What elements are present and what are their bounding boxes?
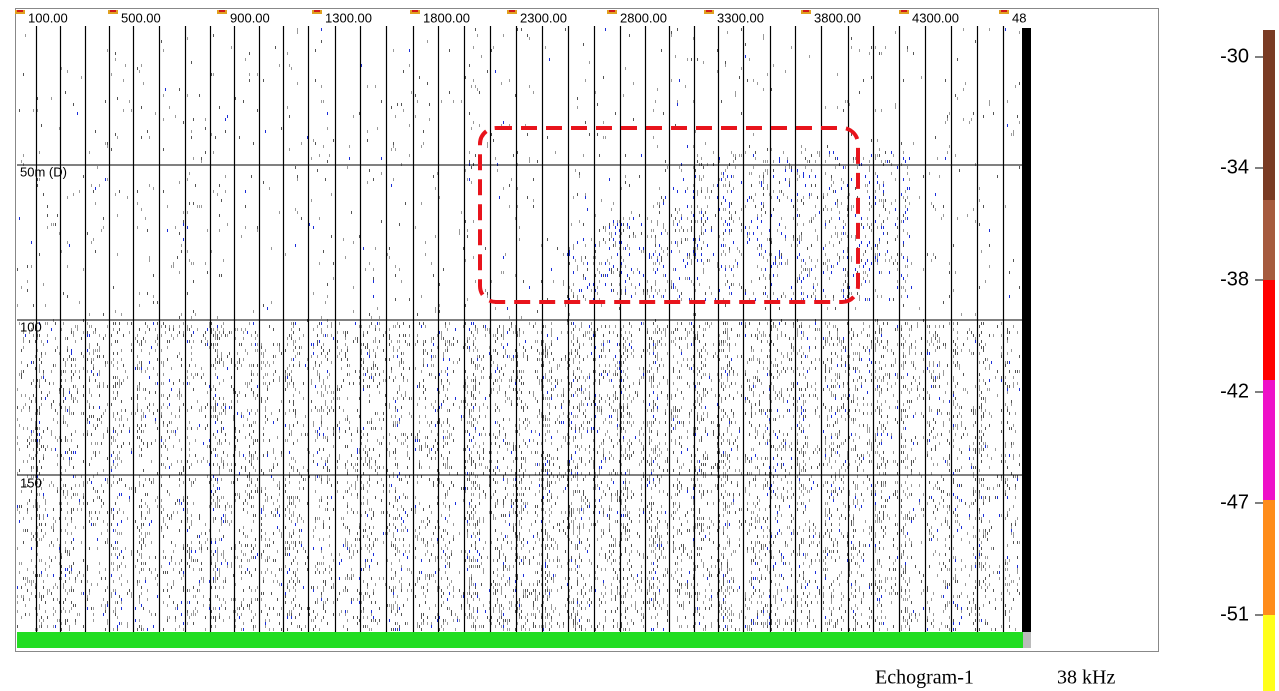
color-scale-label: -47 <box>1220 491 1249 513</box>
top-scale-label: 500.00 <box>121 10 161 25</box>
top-scale-label: 900.00 <box>230 10 270 25</box>
bottom-line <box>17 632 1023 648</box>
scale-marker <box>17 10 23 12</box>
color-segment <box>1263 380 1275 500</box>
echogram-name: Echogram-1 <box>875 667 974 689</box>
scale-marker <box>412 10 418 12</box>
color-scale-label: -30 <box>1220 45 1249 67</box>
echogram-view: 100.00 500.00 900.00 1300.00 1800.00 2300.00 2… <box>0 0 1279 691</box>
color-segment <box>1263 500 1275 615</box>
scale-marker <box>1001 10 1007 12</box>
top-scale-label: 100.00 <box>28 10 68 25</box>
top-scale-label: 2800.00 <box>620 10 667 25</box>
right-bar <box>1022 28 1031 632</box>
scale-marker <box>803 10 809 12</box>
top-scale-label: 1300.00 <box>325 10 372 25</box>
color-segment <box>1263 280 1275 380</box>
depth-label: 100 <box>20 319 42 334</box>
scale-marker <box>706 10 712 12</box>
scale-marker <box>219 10 225 12</box>
corner <box>1023 632 1031 648</box>
top-scale-label: 48 <box>1012 10 1026 25</box>
color-scale-label: -34 <box>1220 156 1249 178</box>
color-scale: -30 -34 -38 -42 -47 -51 <box>1220 45 1263 625</box>
depth-label: 150 <box>20 475 42 490</box>
top-scale-label: 1800.00 <box>423 10 470 25</box>
echogram-frame <box>16 9 1159 652</box>
scale-marker <box>609 10 615 12</box>
color-segment <box>1263 200 1275 280</box>
top-scale-label: 3300.00 <box>717 10 764 25</box>
scale-marker <box>509 10 515 12</box>
top-scale-label: 3800.00 <box>814 10 861 25</box>
color-scale-label: -38 <box>1220 268 1249 290</box>
scale-marker <box>110 10 116 12</box>
color-scale-label: -51 <box>1220 603 1249 625</box>
top-scale-label: 2300.00 <box>520 10 567 25</box>
top-scale-label: 4300.00 <box>912 10 959 25</box>
scale-marker <box>901 10 907 12</box>
scale-marker <box>314 10 320 12</box>
color-segment <box>1263 615 1275 691</box>
frequency: 38 kHz <box>1057 667 1115 689</box>
depth-label: 50m (D) <box>20 164 67 179</box>
color-scale-label: -42 <box>1220 380 1249 402</box>
color-segment <box>1263 30 1275 200</box>
